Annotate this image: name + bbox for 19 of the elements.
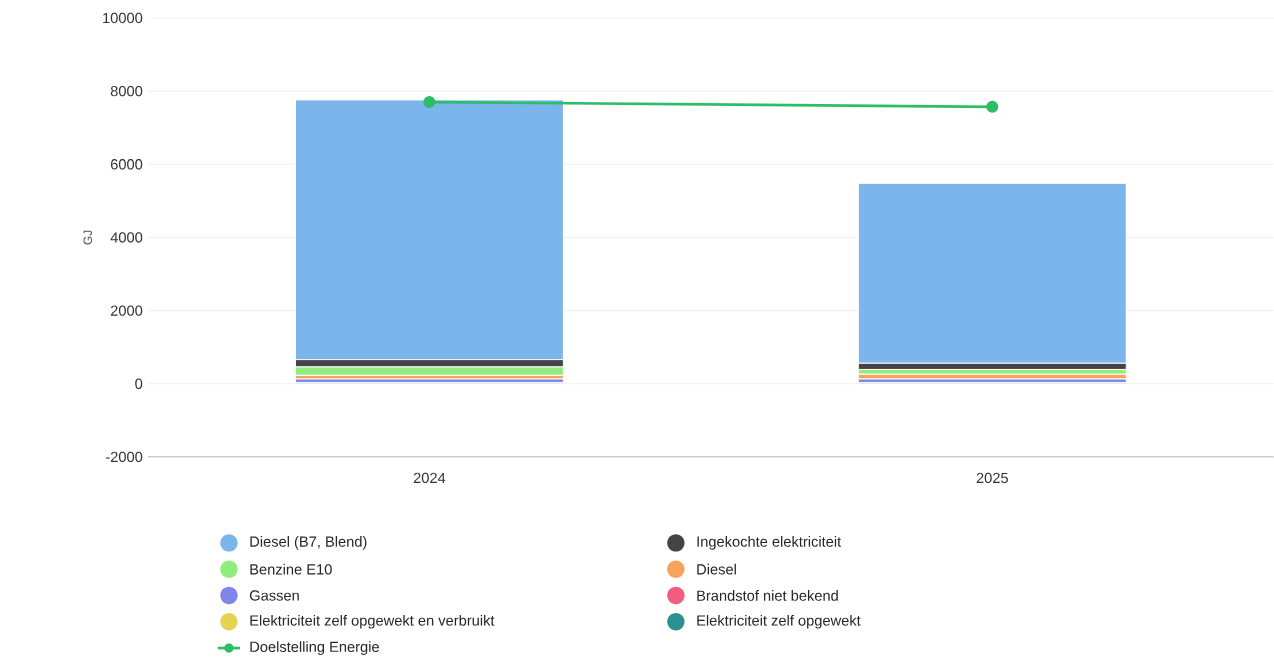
legend-label: Diesel — [697, 563, 736, 575]
y-tick-label: 10000 — [103, 12, 143, 24]
x-tick-label: 2025 — [976, 472, 1008, 484]
legend-label: Gassen — [249, 590, 299, 601]
y-axis-title: GJ — [83, 230, 93, 245]
legend-label: Diesel (B7, Blend) — [250, 536, 367, 550]
y-tick-label: 2000 — [110, 305, 143, 316]
legend-label: Elektriciteit zelf opgewekt en verbruikt — [250, 615, 495, 629]
legend-label: Elektriciteit zelf opgewekt — [697, 615, 861, 629]
y-tick-label: -2000 — [105, 451, 143, 463]
y-tick-label: 8000 — [110, 86, 143, 97]
y-tick-label: 6000 — [110, 159, 143, 170]
y-tick-label: 4000 — [110, 232, 143, 243]
legend-label: Doelstelling Energie — [250, 641, 379, 655]
legend-label: Ingekochte elektriciteit — [697, 536, 842, 550]
x-tick-label: 2024 — [413, 472, 446, 484]
legend-label: Brandstof niet bekend — [697, 590, 838, 601]
y-tick-label: 0 — [135, 378, 143, 390]
legend-label: Benzine E10 — [250, 563, 332, 575]
